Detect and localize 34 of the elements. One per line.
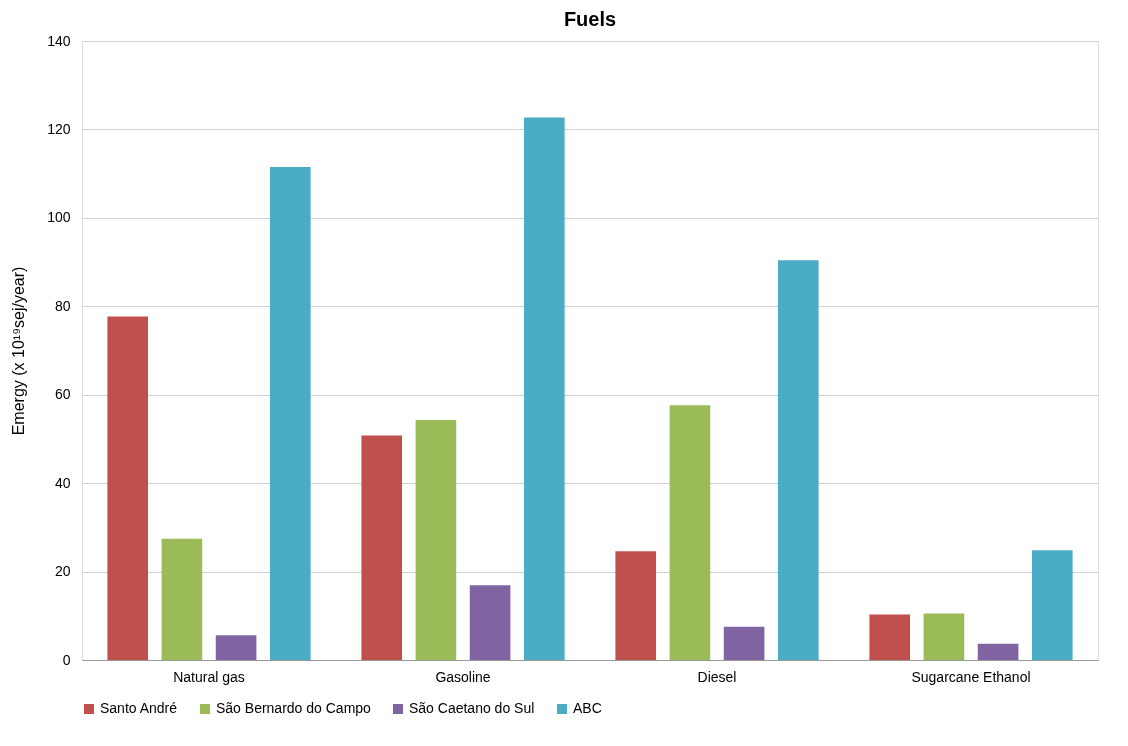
x-tick-label: Diesel <box>697 668 737 685</box>
x-tick-label: Natural gas <box>173 668 245 685</box>
bar <box>523 117 565 660</box>
y-tick-label: 40 <box>54 474 71 491</box>
y-tick-label: 140 <box>47 32 71 49</box>
bar <box>469 585 511 660</box>
y-tick-label: 80 <box>54 297 71 314</box>
chart-title: Fuels <box>563 8 617 30</box>
bar <box>777 260 819 660</box>
bar <box>669 405 711 660</box>
bar <box>107 316 149 660</box>
bar <box>723 626 765 660</box>
x-tick-label: Sugarcane Ethanol <box>911 668 1031 685</box>
y-tick-label: 60 <box>54 386 71 403</box>
bar <box>161 538 203 660</box>
bar <box>869 614 911 660</box>
y-tick-label: 100 <box>47 209 71 226</box>
legend-label: Santo André <box>100 700 178 716</box>
bar <box>615 551 657 660</box>
y-tick-label: 20 <box>54 563 71 580</box>
bar <box>923 613 965 660</box>
bar <box>215 635 257 660</box>
bar <box>415 419 457 660</box>
bar <box>977 643 1019 660</box>
bar <box>269 167 311 660</box>
legend-label: São Caetano do Sul <box>409 700 535 716</box>
x-tick-label: Gasoline <box>435 668 491 685</box>
bar <box>361 435 403 660</box>
legend-label: ABC <box>573 700 602 716</box>
bar <box>1031 550 1073 660</box>
y-tick-label: 120 <box>47 120 71 137</box>
y-axis-title: Emergy (x 10¹⁹sej/year) <box>10 266 28 436</box>
y-tick-label: 0 <box>62 651 71 668</box>
legend-label: São Bernardo do Campo <box>216 700 372 716</box>
